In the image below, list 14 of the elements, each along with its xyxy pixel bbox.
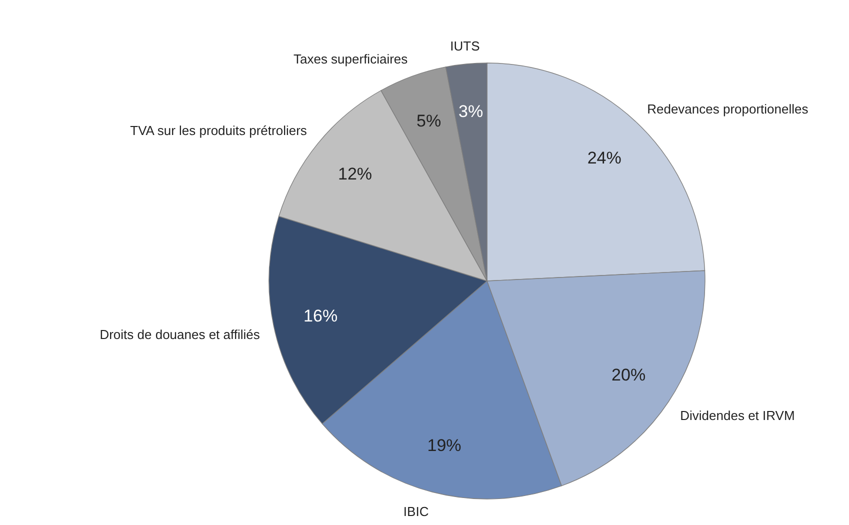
slice-label: Dividendes et IRVM [680, 408, 795, 424]
slice-label: IUTS [450, 38, 480, 54]
data-label: 3% [458, 102, 484, 122]
slice-label: TVA sur les produits prétroliers [130, 123, 308, 138]
data-label: 16% [304, 306, 338, 326]
slice-label: IBIC [403, 504, 429, 520]
slice-label: Taxes superficiaires [293, 51, 408, 66]
data-label: 19% [427, 436, 462, 456]
slice-label: Redevances proportionelles [647, 102, 809, 117]
slice-label: Droits de douanes et affiliés [100, 327, 260, 342]
data-label: 24% [587, 148, 622, 168]
data-label: 20% [612, 366, 646, 385]
data-label: 5% [416, 112, 442, 131]
data-label: 12% [338, 164, 372, 184]
